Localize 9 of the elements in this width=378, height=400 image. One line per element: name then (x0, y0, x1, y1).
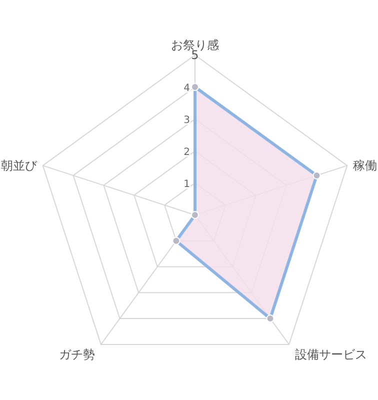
spoke-label: 稼働 (353, 158, 378, 173)
y-tick-label: 3 (184, 115, 190, 126)
y-tick-label: 2 (184, 147, 190, 158)
y-tick-label: 1 (184, 179, 190, 190)
spoke-label: 設備サービス (295, 347, 368, 362)
y-tick-label: 4 (184, 83, 190, 94)
spoke-label: ガチ勢 (58, 347, 95, 362)
spoke-label: 朝並び (0, 158, 38, 173)
y-tick-label: 5 (191, 48, 199, 62)
